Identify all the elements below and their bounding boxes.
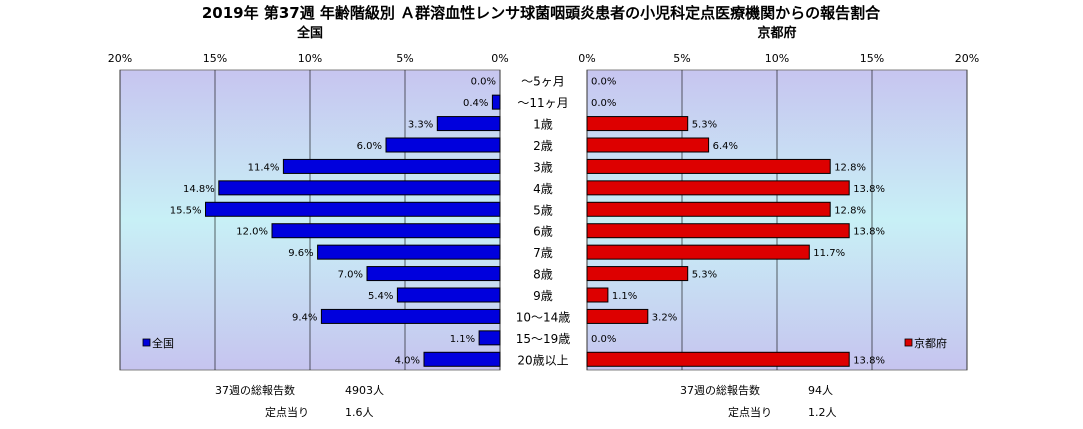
panel-1-data-label: 0.0% <box>591 334 616 345</box>
panel-1-footer-value: 1.2人 <box>808 406 837 419</box>
panel-0-data-label: 5.4% <box>368 291 393 302</box>
panel-1-bar <box>586 351 850 367</box>
panel-0-data-label: 1.1% <box>450 334 475 345</box>
panel-0-bar <box>317 244 501 260</box>
category-label: 7歳 <box>533 246 553 260</box>
panel-1-footer-label: 定点当り <box>728 405 772 419</box>
panel-0-tick-label: 10% <box>298 52 322 65</box>
panel-1-name: 京都府 <box>757 25 796 41</box>
panel-0-legend-label: 全国 <box>152 336 174 350</box>
panel-1-legend-swatch <box>904 338 913 347</box>
panel-0-footer-value: 4903人 <box>345 384 384 397</box>
panel-1-bar <box>586 223 850 239</box>
panel-1-tick-label: 0% <box>578 52 595 65</box>
panel-0-tick-label: 0% <box>491 52 508 65</box>
category-label: 5歳 <box>533 203 553 217</box>
category-label: 15～19歳 <box>516 332 571 346</box>
panel-0-bar <box>396 287 501 303</box>
panel-1-bar <box>586 266 689 282</box>
panel-0-bar <box>478 330 501 346</box>
panel-1-data-label: 13.8% <box>853 355 885 366</box>
panel-0-data-label: 9.6% <box>288 248 313 259</box>
panel-1-data-label: 5.3% <box>692 270 717 281</box>
panel-0-data-label: 14.8% <box>183 184 215 195</box>
panel-0-bar <box>271 223 501 239</box>
panel-0-bar <box>385 137 501 153</box>
panel-0-data-label: 9.4% <box>292 312 317 323</box>
category-label: ～5ヶ月 <box>521 75 565 89</box>
panel-0-bar <box>320 308 501 324</box>
panel-1-data-label: 0.0% <box>591 77 616 88</box>
panel-1-footer-label: 37週の総報告数 <box>680 383 760 397</box>
panel-0-bar <box>205 201 501 217</box>
panel-1-data-label: 13.8% <box>853 227 885 238</box>
panel-0-name: 全国 <box>296 25 323 41</box>
panel-0-data-label: 3.3% <box>408 120 433 131</box>
category-label: 9歳 <box>533 289 553 303</box>
panel-1-footer-value: 94人 <box>808 384 833 397</box>
panel-0-bar <box>366 266 501 282</box>
panel-1-data-label: 0.0% <box>591 98 616 109</box>
panel-0-data-label: 6.0% <box>357 141 382 152</box>
panel-1-bar <box>586 201 831 217</box>
panel-0-data-label: 7.0% <box>338 270 363 281</box>
category-label: 2歳 <box>533 139 553 153</box>
panel-1-data-label: 11.7% <box>813 248 845 259</box>
panel-0-tick-label: 15% <box>203 52 227 65</box>
category-label: 6歳 <box>533 225 553 239</box>
panel-1-legend-label: 京都府 <box>914 336 947 350</box>
panel-0-footer-value: 1.6人 <box>345 406 374 419</box>
category-label: 1歳 <box>533 118 553 132</box>
panel-0-tick-label: 20% <box>108 52 132 65</box>
category-label: ～11ヶ月 <box>517 96 568 110</box>
category-label: 4歳 <box>533 182 553 196</box>
panel-0-data-label: 15.5% <box>170 205 202 216</box>
panel-1-tick-label: 15% <box>860 52 884 65</box>
panel-1-bar <box>586 116 689 132</box>
panel-0-data-label: 4.0% <box>395 355 420 366</box>
panel-0-tick-label: 5% <box>396 52 413 65</box>
panel-0-bar <box>436 116 501 132</box>
category-label: 20歳以上 <box>517 353 568 367</box>
panel-1-data-label: 6.4% <box>713 141 738 152</box>
panel-1-bar <box>586 158 831 174</box>
panel-0-bar <box>218 180 501 196</box>
panel-0-bar <box>423 351 501 367</box>
panel-1-bar <box>586 308 649 324</box>
panel-1-data-label: 12.8% <box>834 205 866 216</box>
panel-1-tick-label: 5% <box>673 52 690 65</box>
panel-0-bar <box>282 158 501 174</box>
panel-0-legend-swatch <box>142 338 151 347</box>
category-label: 8歳 <box>533 268 553 282</box>
panel-1-data-label: 12.8% <box>834 162 866 173</box>
panel-1-data-label: 13.8% <box>853 184 885 195</box>
panel-1-data-label: 1.1% <box>612 291 637 302</box>
panel-0-data-label: 0.0% <box>471 77 496 88</box>
panel-1-bar <box>586 287 609 303</box>
panel-0-footer-label: 37週の総報告数 <box>215 383 295 397</box>
panel-0-data-label: 0.4% <box>463 98 488 109</box>
panel-1-bar <box>586 137 710 153</box>
panel-1-tick-label: 20% <box>955 52 979 65</box>
panel-0-data-label: 12.0% <box>236 227 268 238</box>
category-label: 3歳 <box>533 160 553 174</box>
panel-1-data-label: 5.3% <box>692 120 717 131</box>
category-label: 10～14歳 <box>516 310 571 324</box>
panel-0-footer-label: 定点当り <box>265 405 309 419</box>
panel-1-tick-label: 10% <box>765 52 789 65</box>
panel-0-data-label: 11.4% <box>248 162 280 173</box>
panel-0-bar <box>491 94 501 110</box>
chart-title: 2019年 第37週 年齢階級別 Ａ群溶血性レンサ球菌咽頭炎患者の小児科定点医療… <box>202 4 881 22</box>
panel-1-data-label: 3.2% <box>652 312 677 323</box>
panel-1-bar <box>586 180 850 196</box>
panel-1-bar <box>586 244 810 260</box>
